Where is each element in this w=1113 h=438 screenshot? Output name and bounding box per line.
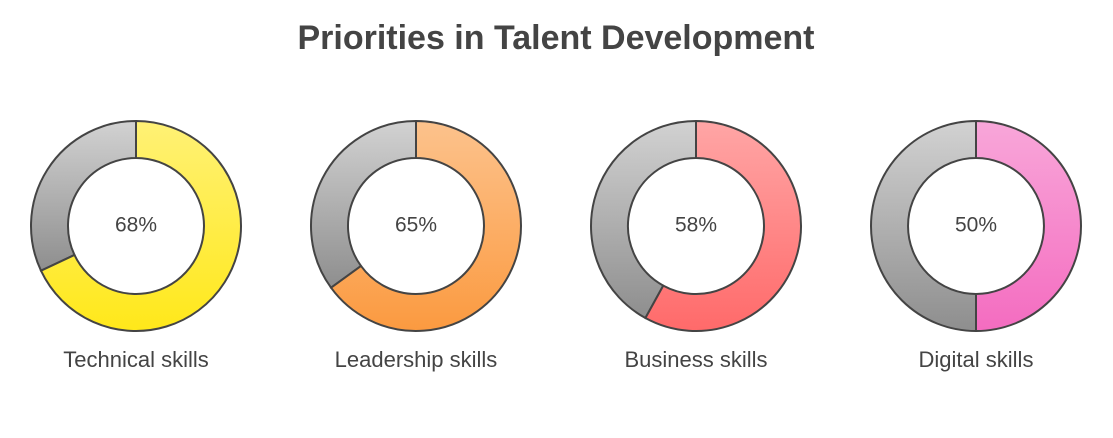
- remainder-arc: [870, 119, 977, 333]
- value-label: 58%: [675, 214, 717, 237]
- remainder-arc: [590, 119, 697, 320]
- value-arc: [329, 119, 522, 332]
- value-arc: [39, 119, 242, 332]
- value-arc: [644, 119, 802, 332]
- chart-label: Business skills: [624, 347, 767, 372]
- page-title: Priorities in Talent Development: [297, 19, 814, 57]
- value-label: 68%: [115, 214, 157, 237]
- value-label: 50%: [955, 214, 997, 237]
- chart-label: Leadership skills: [335, 347, 498, 372]
- value-label: 65%: [395, 214, 437, 237]
- value-arc: [975, 119, 1082, 333]
- remainder-arc: [30, 119, 137, 273]
- chart-label: Digital skills: [919, 347, 1034, 372]
- remainder-arc: [310, 119, 417, 290]
- chart-label: Technical skills: [63, 347, 209, 372]
